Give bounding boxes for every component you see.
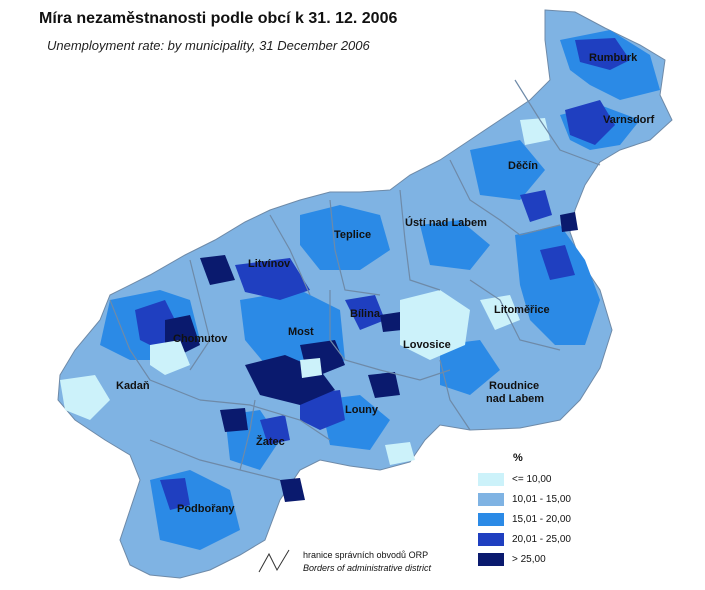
border-legend-label: hranice správních obvodů ORP xyxy=(303,550,429,560)
city-label-varnsdorf: Varnsdorf xyxy=(603,114,655,126)
city-label-lovosice: Lovosice xyxy=(403,339,451,351)
legend-label: 10,01 - 15,00 xyxy=(512,494,571,505)
class1-areas xyxy=(60,118,550,465)
city-label-bilina: Bílina xyxy=(350,308,381,320)
city-label-podborany: Podbořany xyxy=(177,503,235,515)
city-label-litomerice: Litoměřice xyxy=(494,304,550,316)
city-label-rumburk: Rumburk xyxy=(589,52,638,64)
city-label-louny: Louny xyxy=(345,404,379,416)
city-label-usti-nad-labem: Ústí nad Labem xyxy=(405,216,487,229)
class4-areas xyxy=(135,38,630,510)
city-label-kadan: Kadaň xyxy=(116,380,150,392)
legend-swatch xyxy=(478,553,504,566)
legend-label: 20,01 - 25,00 xyxy=(512,534,571,545)
legend-label: <= 10,00 xyxy=(512,474,552,485)
map-title: Míra nezaměstnanosti podle obcí k 31. 12… xyxy=(39,10,398,27)
legend-item: 10,01 - 15,00 xyxy=(478,493,598,509)
city-label-roudnice: Roudnice xyxy=(489,380,539,392)
city-label-decin: Děčín xyxy=(508,160,538,172)
legend-item: 15,01 - 20,00 xyxy=(478,513,598,529)
legend-swatch xyxy=(478,533,504,546)
city-label-chomutov: Chomutov xyxy=(173,333,228,345)
map-subtitle: Unemployment rate: by municipality, 31 D… xyxy=(47,38,370,53)
legend-item: <= 10,00 xyxy=(478,473,598,489)
city-label-litvinov: Litvínov xyxy=(248,258,291,270)
border-line-symbol xyxy=(258,549,290,573)
legend-label: > 25,00 xyxy=(512,554,546,565)
city-label-most: Most xyxy=(288,326,314,338)
city-label-teplice: Teplice xyxy=(334,229,371,241)
district-borders xyxy=(109,79,601,481)
border-legend-label-en: Borders of administrative district xyxy=(303,563,432,573)
city-label-zatec: Žatec xyxy=(256,435,285,448)
border-legend: hranice správních obvodů ORP Borders of … xyxy=(255,548,475,578)
legend-swatch xyxy=(478,493,504,506)
legend-item: > 25,00 xyxy=(478,553,598,569)
city-label-nad-labem: nad Labem xyxy=(486,393,544,405)
legend-item: 20,01 - 25,00 xyxy=(478,533,598,549)
legend-unit: % xyxy=(513,452,523,464)
legend-swatch xyxy=(478,513,504,526)
legend-label: 15,01 - 20,00 xyxy=(512,514,571,525)
legend-swatch xyxy=(478,473,504,486)
